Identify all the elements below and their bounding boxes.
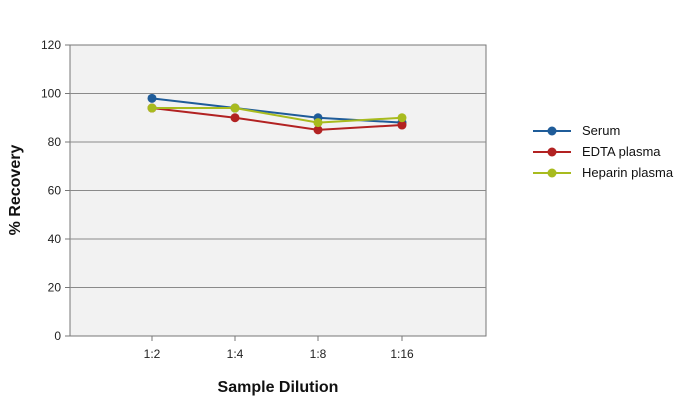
x-tick-label: 1:2 bbox=[144, 347, 161, 361]
y-tick-label: 40 bbox=[48, 232, 62, 246]
series-layer bbox=[147, 93, 407, 135]
heparin-plasma-point bbox=[230, 103, 240, 113]
y-tick-label: 0 bbox=[54, 329, 61, 343]
x-tick-label: 1:4 bbox=[227, 347, 244, 361]
legend-label-serum: Serum bbox=[582, 123, 620, 138]
y-axis-ticks: 0 20 40 60 80 100 120 bbox=[41, 38, 70, 343]
heparin-plasma-point bbox=[313, 118, 323, 128]
legend-label-edta-plasma: EDTA plasma bbox=[582, 144, 661, 159]
y-tick-label: 60 bbox=[48, 184, 62, 198]
edta-plasma-line bbox=[151, 107, 403, 131]
x-axis-title: Sample Dilution bbox=[218, 379, 339, 396]
heparin-plasma-line bbox=[152, 107, 403, 124]
heparin-plasma-point bbox=[147, 103, 157, 113]
y-tick-label: 80 bbox=[48, 135, 62, 149]
edta-plasma-point bbox=[397, 120, 407, 130]
y-axis-title: % Recovery bbox=[7, 145, 24, 236]
y-tick-label: 20 bbox=[48, 281, 62, 295]
heparin-plasma-point bbox=[397, 113, 407, 123]
legend-label-heparin-plasma: Heparin plasma bbox=[582, 165, 674, 180]
y-tick-label: 120 bbox=[41, 38, 61, 52]
legend-marker-serum bbox=[547, 126, 557, 136]
x-axis-ticks: 1:2 1:4 1:8 1:16 bbox=[144, 336, 414, 361]
edta-plasma-point bbox=[230, 113, 240, 123]
gridlines bbox=[70, 93, 486, 288]
edta-plasma-point bbox=[313, 125, 323, 135]
legend-marker-heparin-plasma bbox=[547, 168, 557, 178]
x-tick-label: 1:16 bbox=[390, 347, 414, 361]
y-tick-label: 100 bbox=[41, 87, 61, 101]
legend: Serum EDTA plasma Heparin plasma bbox=[533, 123, 674, 180]
legend-marker-edta-plasma bbox=[547, 147, 557, 157]
serum-point bbox=[147, 93, 157, 103]
x-tick-label: 1:8 bbox=[310, 347, 327, 361]
